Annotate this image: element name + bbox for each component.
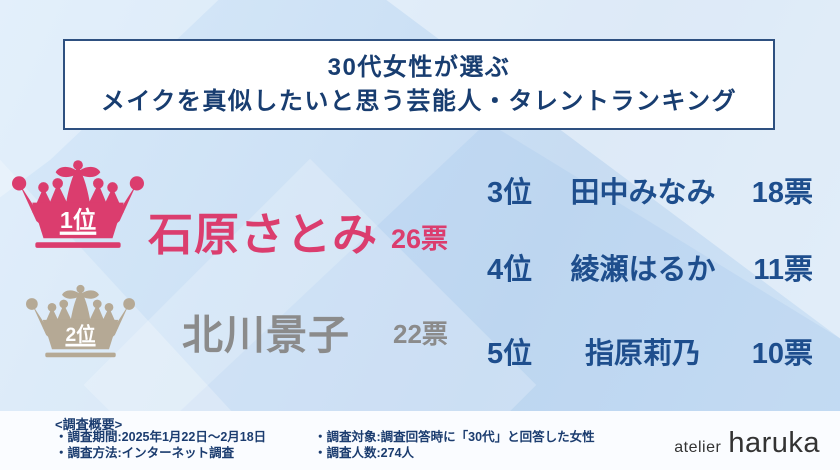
survey-period: ・調査期間:2025年1月22日〜2月18日 [55, 430, 267, 444]
rank-4-label: 4位 [487, 254, 533, 286]
title-line-2: メイクを真似したいと思う芸能人・タレントランキング [100, 87, 738, 115]
rank-5-label: 5位 [487, 338, 533, 370]
rank-3-votes: 18票 [751, 177, 813, 209]
rank-3-name: 田中みなみ [570, 177, 716, 209]
rank-5-name: 指原莉乃 [584, 338, 701, 370]
rank-row-3: 3位 田中みなみ 18票 [487, 173, 813, 209]
atelier-haruka-logo: atelier haruka [674, 427, 820, 460]
rank-4-votes: 11票 [753, 254, 813, 286]
survey-details-left: ・調査期間:2025年1月22日〜2月18日 ・調査方法:インターネット調査 [55, 430, 266, 461]
title-line-1: 30代女性が選ぶ [327, 53, 511, 81]
rank-5-votes: 10票 [751, 338, 813, 370]
rank-3-label: 3位 [487, 177, 533, 209]
rank-row-4: 4位 綾瀬はるか 11票 [487, 250, 813, 286]
survey-method: ・調査方法:インターネット調査 [55, 445, 235, 460]
rank-4-name: 綾瀬はるか [570, 254, 716, 286]
survey-details-right: ・調査対象:調査回答時に「30代」と回答した女性 ・調査人数:274人 [314, 430, 595, 461]
second-place-crown-icon: 2位 [26, 283, 135, 360]
first-place-votes: 26票 [391, 224, 449, 254]
title-box: 30代女性が選ぶ メイクを真似したいと思う芸能人・タレントランキング [63, 39, 775, 130]
logo-text-atelier: atelier [674, 439, 722, 456]
footer-band [0, 411, 840, 470]
first-place-crown-icon: 1位 [12, 158, 144, 251]
second-place-name: 北川景子 [182, 312, 350, 358]
second-place-rank-label: 2位 [66, 323, 96, 346]
survey-target: ・調査対象:調査回答時に「30代」と回答した女性 [314, 430, 595, 444]
second-place-votes: 22票 [393, 319, 448, 349]
logo-text-haruka: haruka [728, 427, 820, 459]
first-place-name: 石原さとみ [148, 209, 379, 260]
survey-overview-heading: <調査概要> [55, 417, 123, 432]
first-place-rank-label: 1位 [60, 206, 96, 233]
rank-row-5: 5位 指原莉乃 10票 [487, 334, 813, 370]
survey-count: ・調査人数:274人 [314, 445, 415, 460]
